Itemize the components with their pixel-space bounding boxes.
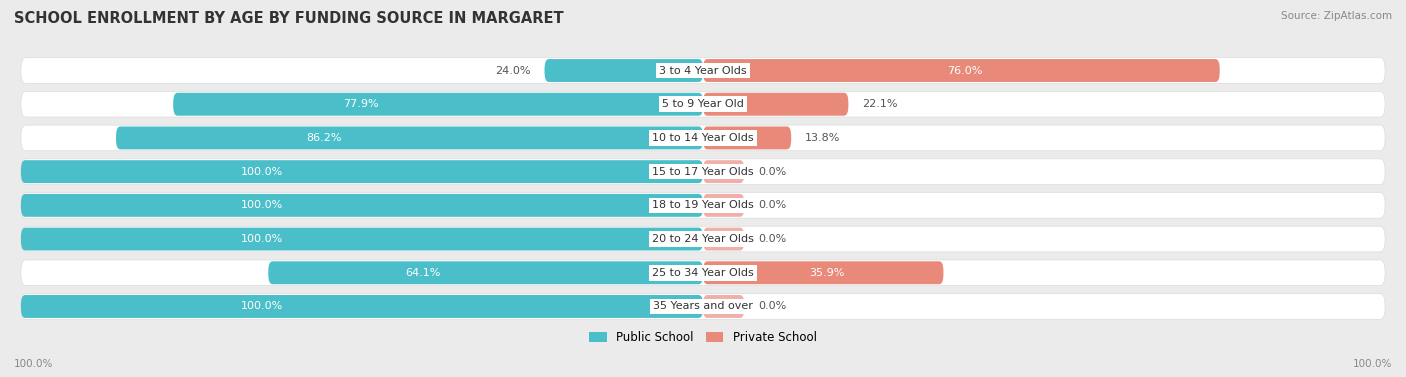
Text: 100.0%: 100.0% (14, 359, 53, 369)
Text: 86.2%: 86.2% (307, 133, 342, 143)
Text: 13.8%: 13.8% (806, 133, 841, 143)
FancyBboxPatch shape (173, 93, 703, 116)
FancyBboxPatch shape (21, 228, 703, 251)
Text: 76.0%: 76.0% (948, 66, 983, 75)
Text: 100.0%: 100.0% (240, 200, 283, 210)
FancyBboxPatch shape (703, 126, 792, 149)
Text: 100.0%: 100.0% (240, 167, 283, 177)
FancyBboxPatch shape (703, 59, 1220, 82)
Text: 20 to 24 Year Olds: 20 to 24 Year Olds (652, 234, 754, 244)
FancyBboxPatch shape (703, 228, 744, 251)
Text: 18 to 19 Year Olds: 18 to 19 Year Olds (652, 200, 754, 210)
FancyBboxPatch shape (21, 159, 1385, 184)
Text: 0.0%: 0.0% (758, 167, 786, 177)
FancyBboxPatch shape (703, 194, 744, 217)
Text: SCHOOL ENROLLMENT BY AGE BY FUNDING SOURCE IN MARGARET: SCHOOL ENROLLMENT BY AGE BY FUNDING SOUR… (14, 11, 564, 26)
FancyBboxPatch shape (21, 91, 1385, 117)
Text: 10 to 14 Year Olds: 10 to 14 Year Olds (652, 133, 754, 143)
FancyBboxPatch shape (703, 93, 848, 116)
Text: 0.0%: 0.0% (758, 302, 786, 311)
FancyBboxPatch shape (544, 59, 703, 82)
FancyBboxPatch shape (703, 261, 943, 284)
FancyBboxPatch shape (117, 126, 703, 149)
Text: 100.0%: 100.0% (240, 302, 283, 311)
FancyBboxPatch shape (703, 160, 744, 183)
Text: 77.9%: 77.9% (343, 99, 378, 109)
FancyBboxPatch shape (269, 261, 703, 284)
Text: 100.0%: 100.0% (1353, 359, 1392, 369)
Text: 35.9%: 35.9% (808, 268, 845, 278)
Text: 24.0%: 24.0% (495, 66, 531, 75)
Legend: Public School, Private School: Public School, Private School (585, 326, 821, 349)
Text: 22.1%: 22.1% (862, 99, 897, 109)
FancyBboxPatch shape (21, 160, 703, 183)
Text: 25 to 34 Year Olds: 25 to 34 Year Olds (652, 268, 754, 278)
FancyBboxPatch shape (703, 295, 744, 318)
Text: 0.0%: 0.0% (758, 234, 786, 244)
Text: 100.0%: 100.0% (240, 234, 283, 244)
Text: 15 to 17 Year Olds: 15 to 17 Year Olds (652, 167, 754, 177)
FancyBboxPatch shape (21, 194, 703, 217)
Text: 35 Years and over: 35 Years and over (652, 302, 754, 311)
Text: 64.1%: 64.1% (405, 268, 440, 278)
FancyBboxPatch shape (21, 58, 1385, 83)
Text: 0.0%: 0.0% (758, 200, 786, 210)
FancyBboxPatch shape (21, 260, 1385, 286)
Text: 5 to 9 Year Old: 5 to 9 Year Old (662, 99, 744, 109)
Text: Source: ZipAtlas.com: Source: ZipAtlas.com (1281, 11, 1392, 21)
FancyBboxPatch shape (21, 226, 1385, 252)
FancyBboxPatch shape (21, 295, 703, 318)
FancyBboxPatch shape (21, 125, 1385, 151)
Text: 3 to 4 Year Olds: 3 to 4 Year Olds (659, 66, 747, 75)
FancyBboxPatch shape (21, 193, 1385, 218)
FancyBboxPatch shape (21, 294, 1385, 319)
